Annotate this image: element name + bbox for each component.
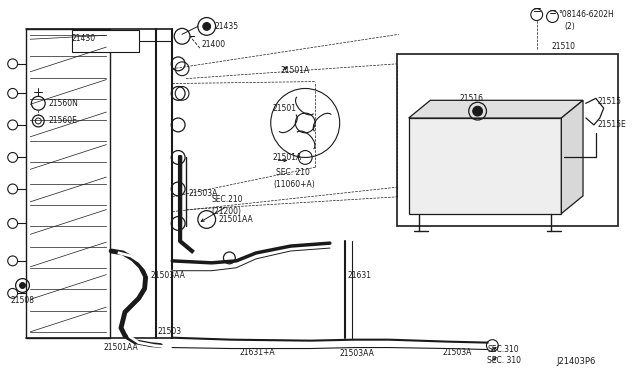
Text: 21508: 21508	[11, 296, 35, 305]
Text: 21515E: 21515E	[598, 121, 627, 129]
Bar	[409, 118, 561, 214]
Text: 21501AA: 21501AA	[218, 215, 253, 224]
Text: 21430: 21430	[72, 34, 96, 43]
Circle shape	[473, 106, 483, 116]
Text: 21510: 21510	[552, 42, 575, 51]
Text: 21501: 21501	[273, 104, 297, 113]
Bar	[26, 29, 110, 338]
Polygon shape	[409, 100, 583, 118]
Text: °08146-6202H: °08146-6202H	[558, 10, 614, 19]
Text: J21403P6: J21403P6	[556, 357, 596, 366]
Text: 21516: 21516	[460, 94, 484, 103]
Text: SEC.210: SEC.210	[212, 195, 243, 204]
Circle shape	[20, 283, 26, 288]
Text: 21503AA: 21503AA	[340, 349, 374, 358]
Text: 21435: 21435	[214, 22, 239, 31]
Text: 21560E: 21560E	[48, 116, 77, 125]
Text: 21501A: 21501A	[280, 66, 310, 75]
Text: (11060+A): (11060+A)	[274, 180, 316, 189]
Text: SEC. 310: SEC. 310	[488, 356, 522, 365]
Circle shape	[203, 22, 211, 31]
Bar	[397, 54, 618, 227]
Text: 21501A: 21501A	[273, 153, 302, 162]
Text: 21503AA: 21503AA	[150, 271, 186, 280]
Text: 21515: 21515	[598, 97, 622, 106]
Text: 21631+A: 21631+A	[239, 348, 275, 357]
Text: (21200): (21200)	[212, 207, 242, 216]
Text: 21503A: 21503A	[188, 189, 218, 198]
Text: SEC. 210: SEC. 210	[276, 168, 310, 177]
Text: SEC.310: SEC.310	[488, 345, 519, 354]
Text: 21503: 21503	[157, 327, 182, 336]
Polygon shape	[561, 100, 583, 214]
Bar	[72, 31, 139, 52]
Text: 21400: 21400	[202, 40, 226, 49]
Text: 21631: 21631	[348, 271, 372, 280]
Text: 21560N: 21560N	[48, 99, 78, 108]
Text: (2): (2)	[564, 22, 575, 31]
Text: 21501AA: 21501AA	[103, 343, 138, 352]
Text: 21503A: 21503A	[442, 348, 472, 357]
